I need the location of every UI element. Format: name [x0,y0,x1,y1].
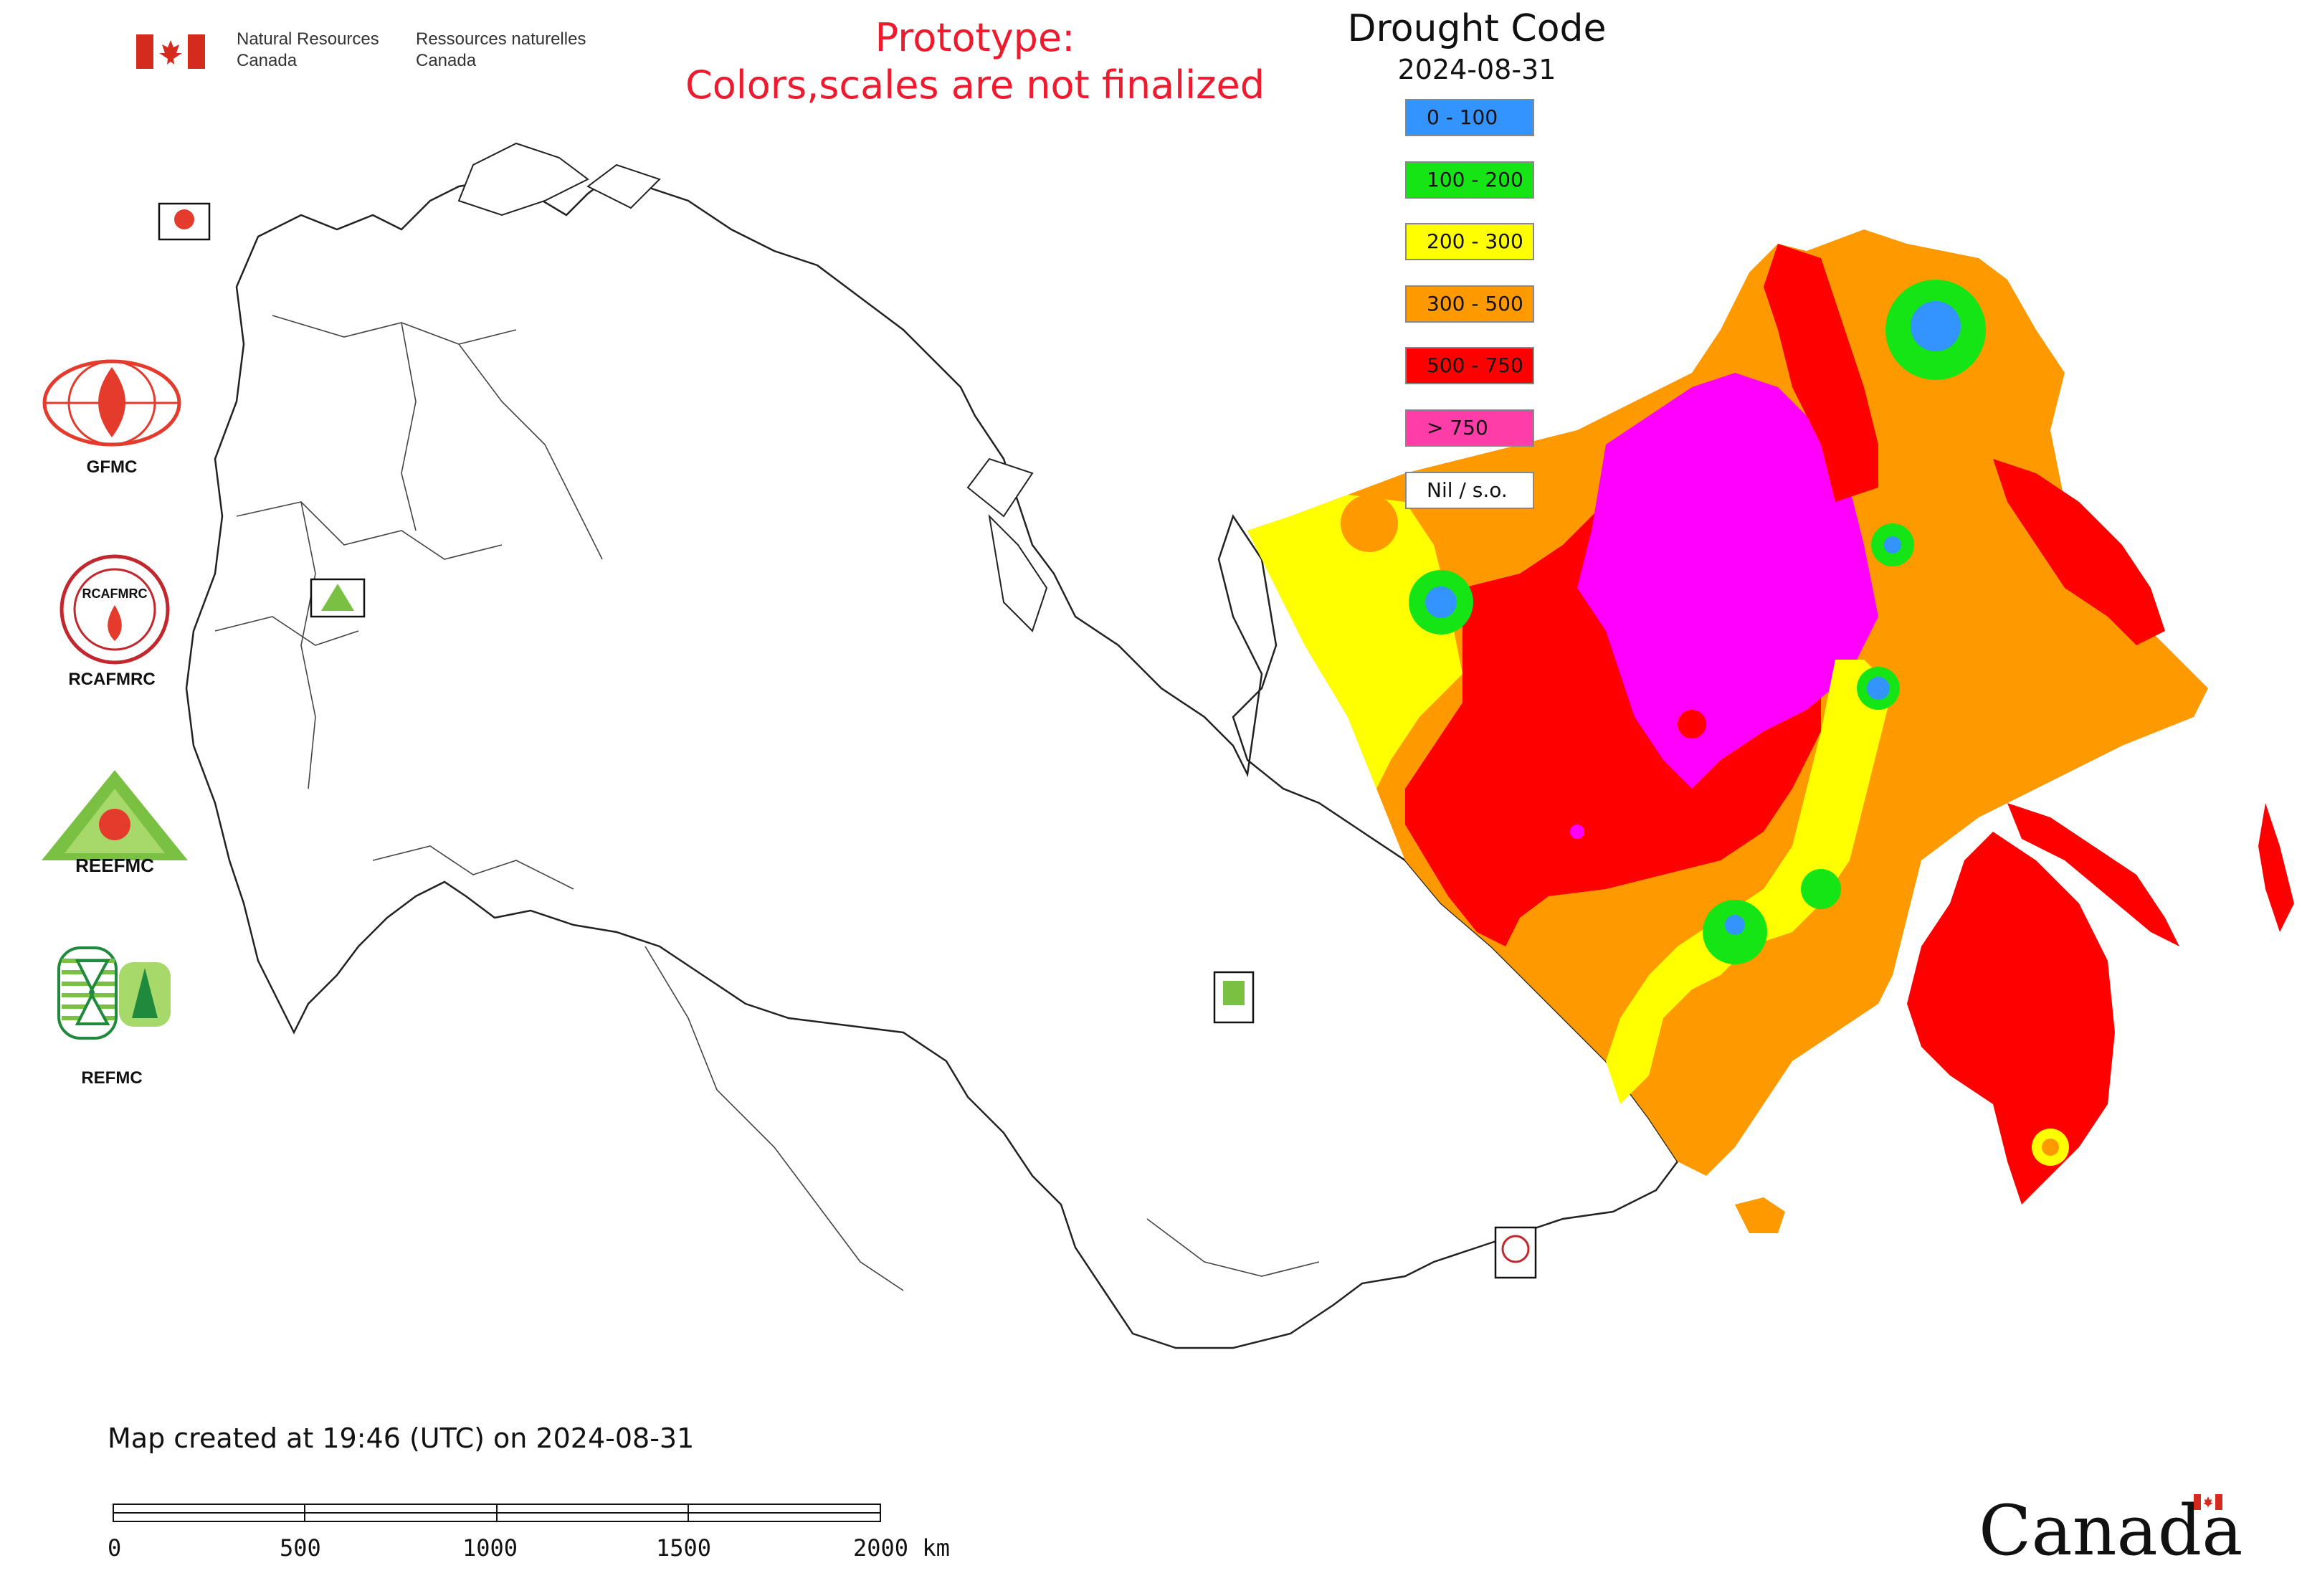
dc-blue-center-2 [1425,586,1457,618]
canada-wordmark: Canada [1979,1491,2242,1570]
legend-item-200-300: 200 - 300 [1405,223,1534,261]
nrcan-signature: Natural Resources Canada Ressources natu… [136,29,624,79]
scale-label-0: 0 [108,1534,121,1562]
department-name-en: Natural Resources Canada [237,29,379,70]
dc-red-peninsula [2007,803,2179,946]
legend: 0 - 100 100 - 200 200 - 300 300 - 500 50… [1405,99,1549,533]
dc-red-southeast [1907,832,2115,1205]
scale-label-1500: 1500 [656,1534,711,1562]
prototype-notice: Prototype: Colors,scales are not finaliz… [667,14,1283,109]
prototype-notice-line2: Colors,scales are not finalized [685,62,1265,108]
dc-magenta-core [1577,373,1878,789]
dc-orange-dot [2042,1139,2059,1156]
dc-red-east [1993,459,2165,645]
dc-blue-center-3 [1725,915,1745,935]
scale-label-1000: 1000 [462,1534,518,1562]
country-outline [185,171,1679,1349]
rcafmrc-logo: RCAFMRC [60,554,170,665]
scale-label-2000: 2000 km [853,1534,950,1562]
canada-flag-icon [2194,1494,2222,1510]
scale-bar: 0 500 1000 1500 2000 km [108,1504,950,1562]
rcafmrc-label: RCAFMRC [68,670,156,689]
region-borders [214,315,1320,1291]
dc-green-ring-4 [1801,869,1841,909]
dc-magenta-dot [1570,825,1584,839]
drought-code-fill [1247,229,2294,1233]
legend-item-500-750: 500 - 750 [1405,347,1534,385]
legend-item-0-100: 0 - 100 [1405,99,1534,136]
legend-item-300-500: 300 - 500 [1405,285,1534,323]
reefmc-logo: REEFMC [42,770,188,875]
dc-yellow-south [1606,660,1893,1104]
legend-item-100-200: 100 - 200 [1405,161,1534,199]
legend-date: 2024-08-31 [1397,54,1556,85]
dc-red-dot [1678,710,1706,738]
department-name-fr: Ressources naturelles Canada [416,29,586,70]
dc-red-northeast [1764,244,1878,502]
reefmc-logo-wordmark: REEFMC [75,855,154,875]
arctic-islands [457,142,1048,632]
dc-blue-center-5 [1867,677,1890,700]
prototype-notice-line1: Prototype: [875,15,1075,60]
rcafmrc-logo-wordmark: RCAFMRC [82,586,148,601]
dc-blue-center-6 [1884,536,1901,554]
dc-orange-ne [1341,495,1398,552]
map-logo-refmc [1213,971,1255,1024]
canada-flag-icon [136,34,205,69]
scale-label-500: 500 [280,1534,321,1562]
legend-item-nil: Nil / s.o. [1405,471,1534,509]
refmc-label: REFMC [81,1068,143,1088]
map-created-timestamp: Map created at 19:46 (UTC) on 2024-08-31 [108,1422,695,1454]
legend-title: Drought Code [1347,7,1607,50]
refmc-logo [57,946,171,1040]
legend-item-gt-750: > 750 [1405,409,1534,447]
gfmc-label: GFMC [86,457,138,477]
gfmc-logo [42,359,181,447]
dc-orange-island [1735,1197,1785,1233]
dc-red-island [2258,803,2294,932]
dc-yellow-west [1247,495,1462,789]
dc-blue-center-1 [1911,301,1961,351]
